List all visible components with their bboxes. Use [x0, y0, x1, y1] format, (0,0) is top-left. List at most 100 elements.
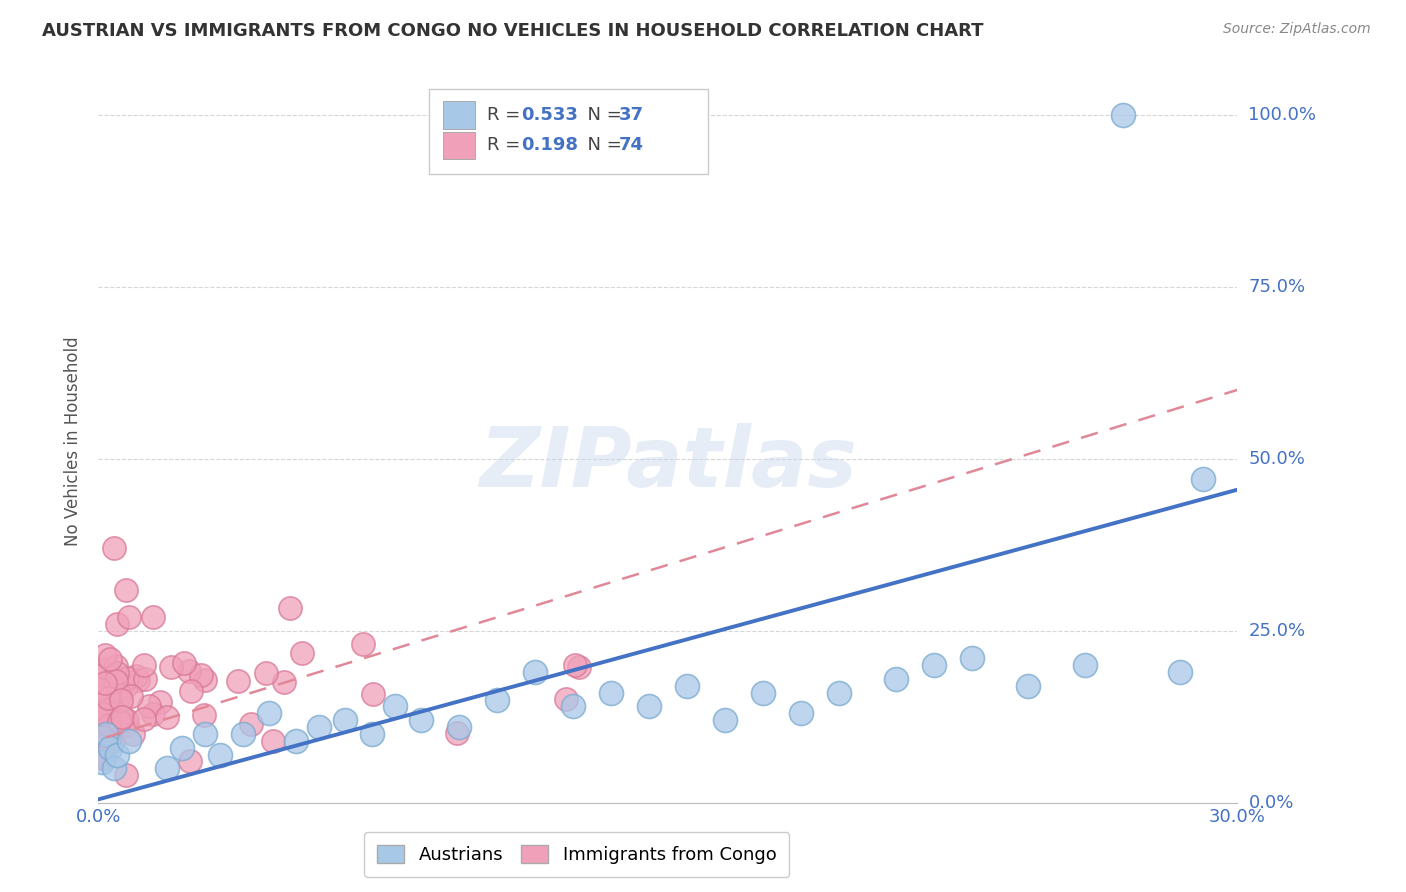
Point	[190, 668, 212, 682]
Bar	[443, 101, 475, 128]
Point	[1074, 658, 1097, 673]
Text: 37: 37	[619, 106, 644, 124]
Point	[259, 706, 281, 721]
Point	[90, 751, 112, 765]
Point	[98, 740, 121, 755]
Point	[273, 675, 295, 690]
Point	[107, 747, 129, 762]
Point	[180, 683, 202, 698]
Point	[118, 734, 141, 748]
Point	[115, 718, 138, 732]
Point	[89, 739, 111, 753]
Bar	[443, 132, 475, 159]
Point	[278, 601, 301, 615]
Point	[156, 761, 179, 775]
Point	[89, 748, 111, 763]
Point	[89, 669, 111, 683]
Point	[134, 672, 156, 686]
Legend: Austrians, Immigrants from Congo: Austrians, Immigrants from Congo	[364, 832, 789, 877]
Point	[922, 658, 945, 673]
Point	[676, 679, 699, 693]
Point	[449, 720, 471, 734]
Text: 74: 74	[619, 136, 644, 154]
Point	[97, 735, 120, 749]
Point	[360, 727, 382, 741]
Point	[98, 718, 121, 732]
Point	[142, 610, 165, 624]
Point	[638, 699, 661, 714]
Point	[138, 698, 160, 713]
Text: 0.0%: 0.0%	[1249, 794, 1294, 812]
Point	[884, 672, 907, 686]
Point	[118, 610, 141, 624]
Point	[97, 731, 120, 745]
Text: ZIPatlas: ZIPatlas	[479, 423, 856, 504]
Point	[120, 689, 142, 703]
Point	[114, 583, 136, 598]
Point	[132, 712, 155, 726]
Text: N =: N =	[575, 136, 627, 154]
Point	[1112, 108, 1135, 122]
Point	[110, 714, 132, 728]
Text: R =: R =	[486, 136, 526, 154]
Point	[93, 662, 115, 676]
Point	[115, 671, 138, 685]
Text: Source: ZipAtlas.com: Source: ZipAtlas.com	[1223, 22, 1371, 37]
Point	[105, 673, 128, 688]
Point	[148, 695, 170, 709]
Text: 0.533: 0.533	[522, 106, 578, 124]
Point	[125, 669, 148, 683]
Point	[361, 687, 384, 701]
Text: 50.0%: 50.0%	[1249, 450, 1305, 467]
Point	[96, 690, 118, 705]
Point	[486, 692, 509, 706]
Point	[110, 688, 132, 702]
Point	[308, 720, 330, 734]
Point	[1192, 472, 1215, 486]
Point	[91, 706, 114, 721]
Point	[142, 706, 165, 721]
Point	[262, 734, 284, 748]
Point	[94, 727, 117, 741]
Point	[284, 734, 307, 748]
Point	[89, 682, 111, 697]
Point	[254, 665, 277, 680]
Point	[828, 686, 851, 700]
Text: R =: R =	[486, 106, 526, 124]
Point	[352, 637, 374, 651]
Point	[111, 710, 134, 724]
Point	[714, 713, 737, 727]
Point	[179, 754, 201, 768]
Point	[411, 713, 433, 727]
Point	[132, 658, 155, 673]
Point	[93, 676, 115, 690]
Point	[105, 665, 128, 680]
Point	[103, 541, 125, 556]
Point	[173, 656, 195, 670]
Text: 25.0%: 25.0%	[1249, 622, 1306, 640]
Point	[555, 692, 578, 706]
Point	[524, 665, 547, 679]
Point	[122, 726, 145, 740]
FancyBboxPatch shape	[429, 89, 707, 174]
Point	[104, 658, 127, 673]
Point	[98, 706, 121, 720]
Point	[752, 686, 775, 700]
Point	[108, 714, 131, 728]
Point	[115, 768, 138, 782]
Point	[103, 761, 125, 775]
Point	[89, 731, 111, 746]
Y-axis label: No Vehicles in Household: No Vehicles in Household	[65, 336, 83, 547]
Point	[91, 690, 114, 704]
Point	[160, 659, 183, 673]
Text: N =: N =	[575, 106, 627, 124]
Point	[600, 686, 623, 700]
Text: AUSTRIAN VS IMMIGRANTS FROM CONGO NO VEHICLES IN HOUSEHOLD CORRELATION CHART: AUSTRIAN VS IMMIGRANTS FROM CONGO NO VEH…	[42, 22, 984, 40]
Point	[110, 693, 132, 707]
Point	[194, 673, 217, 688]
Point	[208, 747, 231, 762]
Text: 100.0%: 100.0%	[1249, 105, 1316, 124]
Point	[240, 717, 263, 731]
Point	[170, 740, 193, 755]
Point	[177, 664, 200, 678]
